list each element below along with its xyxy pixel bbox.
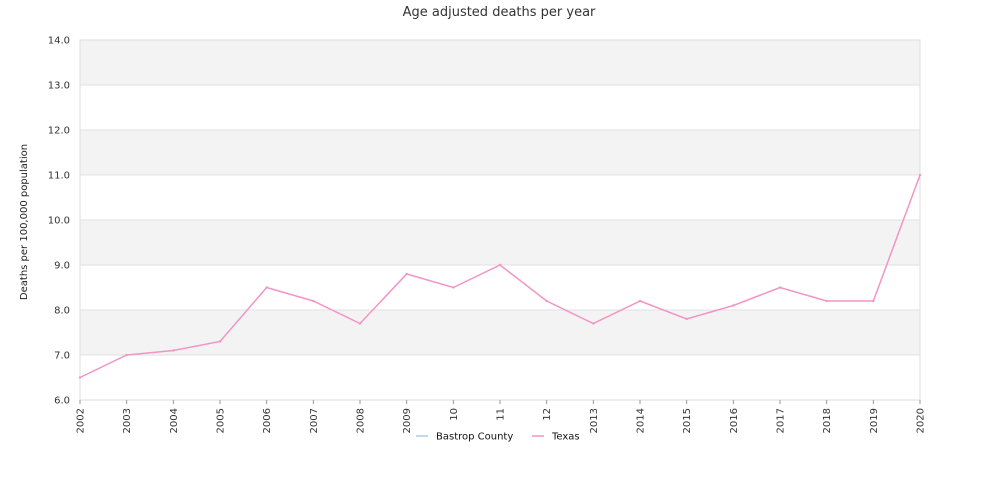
x-tick-label: 2005 [216, 408, 227, 433]
x-tick-label: 11 [496, 408, 507, 421]
x-tick-label: 2015 [682, 408, 693, 433]
legend[interactable]: Bastrop County Texas [416, 432, 580, 443]
grid-band [80, 40, 920, 85]
legend-label: Texas [551, 432, 580, 443]
plot-background [80, 40, 920, 400]
y-tick-label: 9.0 [54, 261, 70, 272]
data-point [638, 299, 642, 303]
x-tick-label: 2004 [169, 408, 180, 433]
grid-band [80, 355, 920, 400]
y-axis-label: Deaths per 100,000 population [19, 144, 30, 300]
grid-band [80, 310, 920, 355]
x-tick-label: 2002 [76, 408, 87, 433]
data-point [172, 349, 175, 352]
data-point [498, 263, 502, 267]
y-tick-label: 13.0 [48, 81, 70, 92]
data-point [78, 376, 82, 379]
y-tick-label: 10.0 [48, 216, 70, 227]
y-tick-label: 6.0 [54, 396, 70, 407]
data-point [452, 286, 455, 289]
chart-title: Age adjusted deaths per year [403, 5, 596, 20]
grid-band [80, 265, 920, 310]
data-point [545, 299, 548, 303]
y-axis: 6.0 7.0 8.0 9.0 10.0 11.0 12.0 13.0 14.0 [48, 36, 70, 407]
grid-band [80, 175, 920, 220]
x-tick-label: 12 [542, 408, 553, 421]
data-point [918, 173, 922, 177]
x-tick-label: 2009 [402, 408, 413, 433]
data-point [732, 304, 735, 307]
x-tick-label: 2017 [776, 408, 787, 433]
y-tick-label: 7.0 [54, 351, 70, 362]
x-tick-label: 2019 [869, 408, 880, 433]
x-tick-label: 2003 [122, 408, 133, 433]
data-point [405, 272, 408, 276]
data-point [312, 299, 315, 303]
grid-band [80, 130, 920, 175]
x-tick-label: 10 [449, 408, 460, 421]
data-point [358, 322, 362, 325]
data-point [265, 286, 268, 289]
x-tick-label: 2020 [916, 408, 927, 433]
data-point [218, 340, 222, 343]
y-tick-label: 8.0 [54, 306, 70, 317]
x-tick-label: 2018 [822, 408, 833, 433]
legend-item[interactable]: Bastrop County [416, 432, 513, 443]
x-tick-label: 2008 [356, 408, 367, 433]
grid-band [80, 85, 920, 130]
x-tick-label: 2013 [589, 408, 600, 433]
y-tick-label: 12.0 [48, 126, 70, 137]
data-point [825, 299, 828, 303]
y-tick-label: 11.0 [48, 171, 70, 182]
legend-item[interactable]: Texas [532, 432, 580, 443]
data-point [125, 353, 128, 357]
data-point [685, 317, 688, 321]
legend-label: Bastrop County [436, 432, 513, 443]
x-tick-label: 2016 [729, 408, 740, 433]
data-point [872, 299, 875, 303]
grid-band [80, 220, 920, 265]
x-tick-label: 2014 [636, 408, 647, 433]
data-point [778, 286, 782, 289]
x-tick-label: 2006 [262, 408, 273, 433]
x-tick-label: 2007 [309, 408, 320, 433]
x-axis: 2002 2003 2004 2005 2006 2007 2008 2009 10 11 12 20… [76, 400, 927, 433]
y-tick-label: 14.0 [48, 36, 70, 47]
series-lines [78, 173, 922, 379]
data-point [592, 322, 595, 325]
